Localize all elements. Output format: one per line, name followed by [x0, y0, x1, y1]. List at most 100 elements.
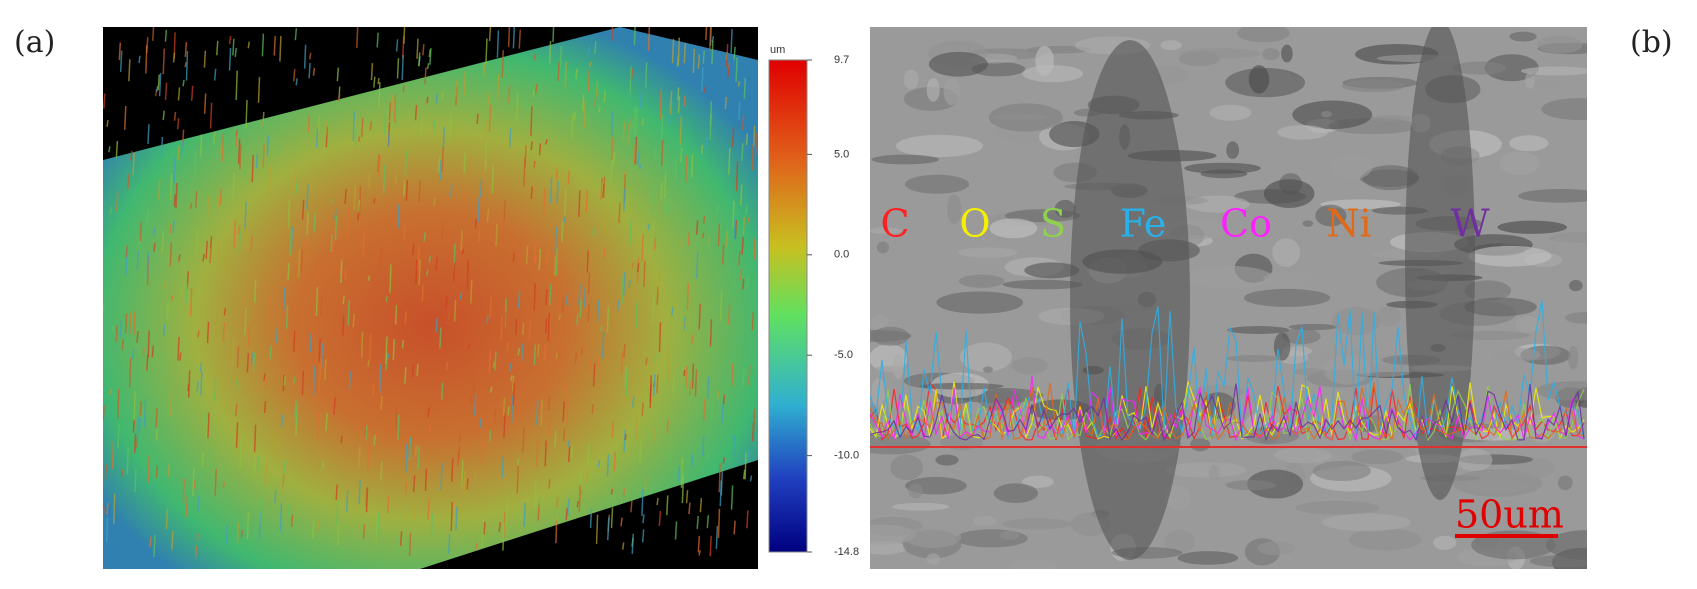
surface-spike	[697, 535, 701, 553]
surface-spike	[535, 399, 539, 426]
surface-spike	[236, 346, 240, 368]
sem-grain	[1054, 199, 1076, 218]
surface-spike	[333, 397, 336, 415]
sem-grain	[943, 78, 961, 106]
surface-spike	[315, 127, 319, 148]
surface-spike	[203, 93, 207, 114]
surface-spike	[115, 140, 119, 158]
surface-spike	[706, 376, 710, 399]
surface-spike	[197, 330, 200, 338]
surface-spike	[292, 377, 296, 385]
surface-spike	[383, 106, 387, 135]
surface-spike	[300, 248, 304, 272]
surface-spike	[253, 424, 257, 452]
surface-spike	[555, 247, 559, 276]
surface-spike	[735, 57, 738, 83]
surface-spike	[295, 403, 298, 426]
surface-spike	[175, 182, 178, 209]
surface-spike	[652, 428, 656, 444]
surface-spike	[519, 513, 522, 520]
surface-spike	[734, 219, 738, 239]
surface-spike	[588, 61, 592, 68]
surface-spike	[703, 86, 707, 93]
surface-spike	[483, 521, 486, 535]
surface-spike	[430, 513, 434, 541]
surface-spike	[133, 310, 136, 336]
surface-spike	[213, 68, 217, 81]
sem-grain	[1281, 328, 1321, 345]
surface-spike	[606, 307, 610, 333]
surface-spike	[317, 115, 321, 133]
surface-spike	[235, 129, 238, 136]
surface-spike	[709, 319, 713, 347]
surface-spike	[396, 58, 400, 79]
surface-spike	[488, 349, 492, 373]
surface-spike	[653, 148, 656, 160]
surface-spike	[435, 93, 438, 104]
sem-grain	[959, 342, 1012, 372]
surface-spike	[310, 183, 313, 191]
surface-spike	[741, 114, 745, 131]
surface-spike	[370, 63, 374, 81]
surface-spike	[478, 227, 481, 243]
sem-grain	[1002, 518, 1072, 530]
sem-grain	[1497, 220, 1567, 234]
surface-spike	[574, 351, 578, 364]
surface-spike	[290, 226, 294, 251]
surface-spike	[666, 495, 669, 516]
surface-spike	[496, 30, 500, 58]
surface-spike	[214, 468, 217, 496]
surface-spike	[455, 506, 458, 531]
surface-spike	[282, 484, 285, 496]
surface-spike	[692, 48, 696, 73]
surface-spike	[616, 300, 620, 311]
surface-spike	[287, 262, 290, 281]
surface-spike	[416, 38, 419, 59]
surface-spike	[367, 360, 370, 367]
surface-spike	[630, 500, 633, 513]
surface-spike	[587, 69, 591, 92]
surface-spike	[395, 39, 399, 52]
surface-spike	[722, 457, 726, 464]
surface-spike	[246, 512, 250, 540]
surface-spike	[611, 27, 614, 42]
surface-spike	[132, 419, 136, 433]
surface-spike	[628, 279, 631, 288]
sem-grain	[1243, 288, 1331, 307]
surface-spike	[185, 495, 189, 518]
surface-spike	[348, 371, 352, 390]
sem-grain	[1484, 54, 1539, 82]
surface-spike	[466, 478, 469, 490]
surface-spike	[474, 349, 477, 377]
surface-spike	[467, 343, 471, 350]
surface-spike	[501, 456, 504, 478]
surface-spike	[324, 359, 327, 381]
surface-spike	[408, 532, 412, 557]
surface-spike	[379, 246, 382, 269]
surface-spike	[538, 497, 541, 507]
surface-spike	[151, 345, 155, 358]
surface-spike	[391, 94, 394, 112]
surface-spike	[701, 232, 705, 239]
surface-spike	[587, 272, 591, 295]
surface-spike	[373, 198, 376, 204]
surface-spike	[435, 317, 438, 333]
surface-spike	[722, 394, 726, 404]
surface-spike	[488, 430, 492, 443]
surface-spike	[524, 92, 528, 111]
surface-spike	[638, 163, 642, 170]
surface-spike	[389, 264, 392, 294]
eds-trace	[870, 384, 1585, 442]
eds-trace	[870, 300, 1585, 441]
surface-spike	[330, 198, 333, 205]
surface-spike	[264, 379, 268, 389]
surface-spike	[507, 406, 510, 416]
surface-spike	[377, 77, 380, 85]
surface-spike	[746, 275, 749, 288]
surface-spike	[421, 284, 424, 302]
surface-spike	[502, 397, 506, 417]
panel-label: (a)	[14, 25, 55, 60]
surface-spike	[155, 465, 159, 479]
surface-spike	[685, 155, 688, 183]
surface-spike	[244, 308, 247, 336]
